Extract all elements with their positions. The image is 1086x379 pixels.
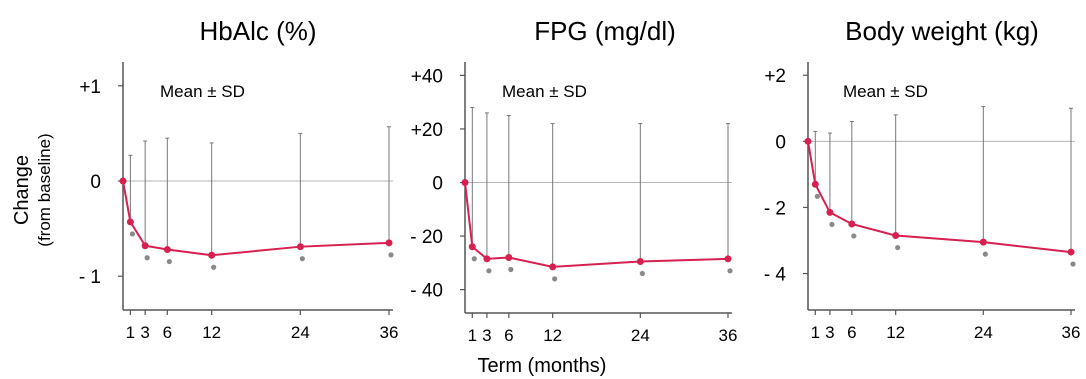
significance-mark <box>486 268 492 274</box>
mean-point <box>979 238 987 246</box>
y-axis-title-main: Change <box>11 155 33 225</box>
x-tick-label: 12 <box>202 323 221 342</box>
significance-mark <box>508 266 514 273</box>
chart-title: Body weight (kg) <box>845 16 1039 46</box>
mean-point <box>826 208 834 216</box>
significance-mark <box>851 233 857 239</box>
chart-panel-2: FPG (mg/dl)Mean ± SD+40+200- 20- 401 3 6 12… <box>410 16 737 345</box>
mean-point <box>636 257 644 265</box>
significance-mark <box>144 255 150 261</box>
x-tick-label: 1 <box>811 323 820 342</box>
y-axis-title-sub: (from baseline) <box>35 133 54 246</box>
significance-mark <box>895 244 901 251</box>
y-tick-label: +1 <box>79 77 101 98</box>
y-tick-label: +20 <box>411 120 443 141</box>
significance-mark <box>388 252 394 258</box>
significance-mark <box>829 221 835 228</box>
mean-point <box>483 255 491 263</box>
significance-mark <box>129 231 135 237</box>
significance-mark <box>552 276 558 282</box>
x-tick-label: 12 <box>886 323 905 342</box>
mean-point <box>296 243 304 251</box>
x-tick-label: 3 <box>482 326 491 345</box>
y-tick-label: 0 <box>90 172 101 193</box>
x-tick-label: 24 <box>631 326 650 345</box>
mean-point <box>126 218 134 226</box>
mean-point <box>461 179 469 186</box>
chart-panel-1: HbAlc (%)Mean ± SD+10- 11 3 6 12 24 36 <box>79 16 399 342</box>
x-tick-label: 6 <box>847 323 856 342</box>
y-axis-title: Change (from baseline) <box>11 133 54 246</box>
significance-mark <box>471 256 477 262</box>
y-tick-label: - 2 <box>764 198 786 219</box>
significance-mark <box>166 258 172 265</box>
chart-title: FPG (mg/dl) <box>534 16 676 46</box>
y-tick-label: - 20 <box>410 227 443 248</box>
mean-series-line <box>122 180 390 257</box>
y-tick-label: +40 <box>411 66 443 87</box>
y-tick-label: - 40 <box>410 281 443 302</box>
mean-point <box>848 220 856 228</box>
mean-sd-annotation: Mean ± SD <box>502 82 587 101</box>
x-tick-label: 24 <box>974 323 993 342</box>
x-tick-label: 1 <box>468 326 477 345</box>
y-tick-label: - 1 <box>79 267 101 288</box>
chart-panel-3: Body weight (kg)Mean ± SD+20- 2- 41 3 6 12 2… <box>764 16 1081 342</box>
y-tick-label: - 4 <box>764 265 787 286</box>
x-tick-label: 36 <box>1062 323 1081 342</box>
mean-point <box>1067 248 1075 256</box>
x-tick-label: 3 <box>140 323 149 342</box>
y-tick-label: 0 <box>775 132 786 153</box>
mean-point <box>505 253 513 261</box>
significance-mark <box>982 251 988 257</box>
mean-point <box>549 263 557 271</box>
mean-sd-annotation: Mean ± SD <box>160 82 245 101</box>
mean-point <box>119 177 127 185</box>
x-axis-title: Term (months) <box>478 355 607 377</box>
y-tick-label: 0 <box>432 174 443 195</box>
mean-sd-annotation: Mean ± SD <box>843 82 928 101</box>
x-tick-label: 36 <box>719 326 738 345</box>
significance-mark <box>814 193 820 199</box>
x-tick-label: 12 <box>543 326 562 345</box>
significance-mark <box>1070 261 1076 267</box>
significance-mark <box>211 264 217 270</box>
mean-point <box>811 180 819 188</box>
x-tick-label: 36 <box>380 323 399 342</box>
x-tick-label: 6 <box>504 326 513 345</box>
mean-point <box>804 137 812 145</box>
significance-mark <box>299 256 305 262</box>
mean-point <box>468 243 476 251</box>
chart-title: HbAlc (%) <box>199 16 316 46</box>
x-tick-label: 6 <box>163 323 172 342</box>
significance-mark <box>639 270 645 277</box>
x-tick-label: 3 <box>825 323 834 342</box>
x-tick-label: 1 <box>126 323 135 342</box>
significance-mark <box>727 268 733 274</box>
mean-point <box>892 232 900 240</box>
mean-point <box>724 255 732 263</box>
y-tick-label: +2 <box>764 66 786 87</box>
x-tick-label: 24 <box>291 323 310 342</box>
mean-point <box>385 239 393 247</box>
mean-point <box>141 242 149 250</box>
mean-point <box>208 251 216 259</box>
mean-series-line <box>807 141 1072 254</box>
mean-point <box>163 246 171 254</box>
mean-series-line <box>464 182 729 268</box>
